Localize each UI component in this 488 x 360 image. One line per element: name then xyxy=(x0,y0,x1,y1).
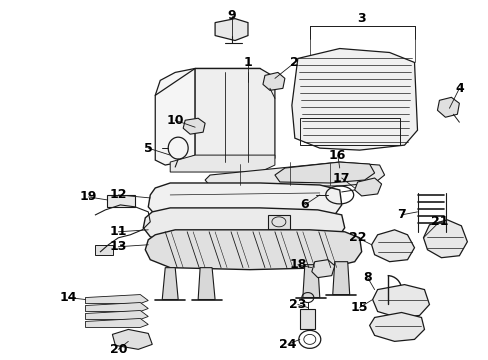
Text: 15: 15 xyxy=(350,301,367,314)
Polygon shape xyxy=(204,162,384,186)
Polygon shape xyxy=(311,260,334,278)
Polygon shape xyxy=(143,208,344,245)
Text: 17: 17 xyxy=(332,171,350,185)
Bar xyxy=(95,245,113,255)
Polygon shape xyxy=(170,155,274,172)
Polygon shape xyxy=(369,312,424,341)
Polygon shape xyxy=(85,302,148,311)
Polygon shape xyxy=(155,68,195,165)
Text: 7: 7 xyxy=(396,208,405,221)
Text: 18: 18 xyxy=(288,258,306,271)
Bar xyxy=(299,310,314,329)
Polygon shape xyxy=(263,72,285,90)
Polygon shape xyxy=(145,230,361,270)
Polygon shape xyxy=(148,183,341,222)
Text: 14: 14 xyxy=(60,291,77,304)
Text: 1: 1 xyxy=(243,56,252,69)
Text: 22: 22 xyxy=(348,231,366,244)
Polygon shape xyxy=(354,178,381,196)
Polygon shape xyxy=(198,268,215,300)
Text: 3: 3 xyxy=(357,12,365,25)
Text: 12: 12 xyxy=(109,188,127,202)
Polygon shape xyxy=(215,19,247,41)
Text: 21: 21 xyxy=(430,215,447,228)
Text: 4: 4 xyxy=(454,82,463,95)
Polygon shape xyxy=(85,294,148,303)
Polygon shape xyxy=(195,68,274,165)
Text: 10: 10 xyxy=(166,114,183,127)
Polygon shape xyxy=(371,230,414,262)
Polygon shape xyxy=(437,97,458,117)
Polygon shape xyxy=(85,310,148,319)
Text: 2: 2 xyxy=(290,56,299,69)
Polygon shape xyxy=(85,319,148,328)
Text: 13: 13 xyxy=(109,240,127,253)
Text: 8: 8 xyxy=(363,271,371,284)
Polygon shape xyxy=(372,285,428,318)
Polygon shape xyxy=(274,162,374,183)
Text: 6: 6 xyxy=(300,198,308,211)
Polygon shape xyxy=(183,118,204,134)
Text: 5: 5 xyxy=(143,141,152,155)
Polygon shape xyxy=(423,220,467,258)
Text: 20: 20 xyxy=(109,343,127,356)
Bar xyxy=(267,215,289,229)
Text: 19: 19 xyxy=(80,190,97,203)
Text: 9: 9 xyxy=(227,9,236,22)
Text: 16: 16 xyxy=(328,149,346,162)
Text: 11: 11 xyxy=(109,225,127,238)
Polygon shape xyxy=(291,49,417,150)
Polygon shape xyxy=(332,262,349,294)
Polygon shape xyxy=(302,265,319,298)
Polygon shape xyxy=(112,329,152,349)
Bar xyxy=(107,195,135,207)
Polygon shape xyxy=(162,268,178,300)
Text: 24: 24 xyxy=(279,338,296,351)
Text: 23: 23 xyxy=(288,298,306,311)
